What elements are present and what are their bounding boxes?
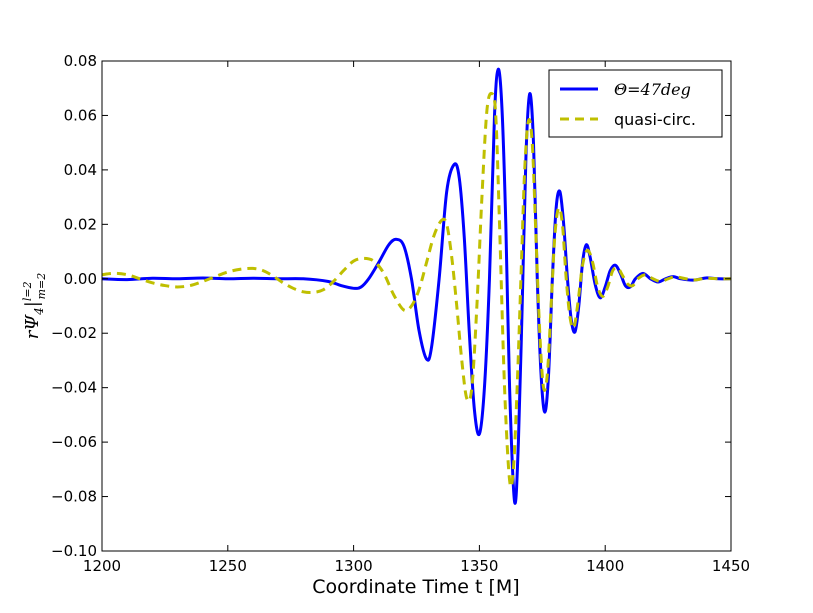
legend-label-quasi-circ: quasi-circ.: [614, 110, 696, 129]
y-tick-label: −0.10: [51, 542, 97, 560]
x-tick-label: 1250: [209, 557, 247, 575]
series-layer: [101, 67, 732, 505]
legend-label-theta: Θ=47deg: [614, 80, 691, 99]
plot-frame: [101, 60, 732, 552]
y-tick-label: 0.08: [64, 52, 97, 70]
y-tick-label: −0.02: [51, 324, 97, 342]
y-tick-label: −0.06: [51, 433, 97, 451]
series-line-theta: [101, 67, 732, 505]
legend-box: [548, 69, 723, 138]
y-tick-label: 0.04: [64, 161, 97, 179]
tick-layer: 1200 1250 1300 1350 1400 1450 0.08 0.06 0.04 0.02…: [51, 52, 750, 575]
y-tick-label: −0.08: [51, 488, 97, 506]
y-tick-label: 0.06: [64, 106, 97, 124]
y-tick-label: 0.02: [64, 215, 97, 233]
x-tick-label: 1350: [460, 557, 498, 575]
x-axis-title: Coordinate Time t [M]: [312, 576, 519, 598]
y-tick-label: 0.00: [64, 270, 97, 288]
x-tick-label: 1450: [712, 557, 750, 575]
x-tick-label: 1300: [335, 557, 373, 575]
legend: Θ=47deg quasi-circ.: [548, 69, 723, 138]
x-tick-label: 1400: [586, 557, 624, 575]
y-axis-title-text: rΨ4|l=2m=2: [21, 273, 48, 340]
y-tick-label: −0.04: [51, 379, 97, 397]
x-tick-label: 1200: [83, 557, 121, 575]
y-axis-title: rΨ4|l=2m=2: [21, 273, 48, 340]
series-line-quasi-circ: [101, 91, 732, 489]
